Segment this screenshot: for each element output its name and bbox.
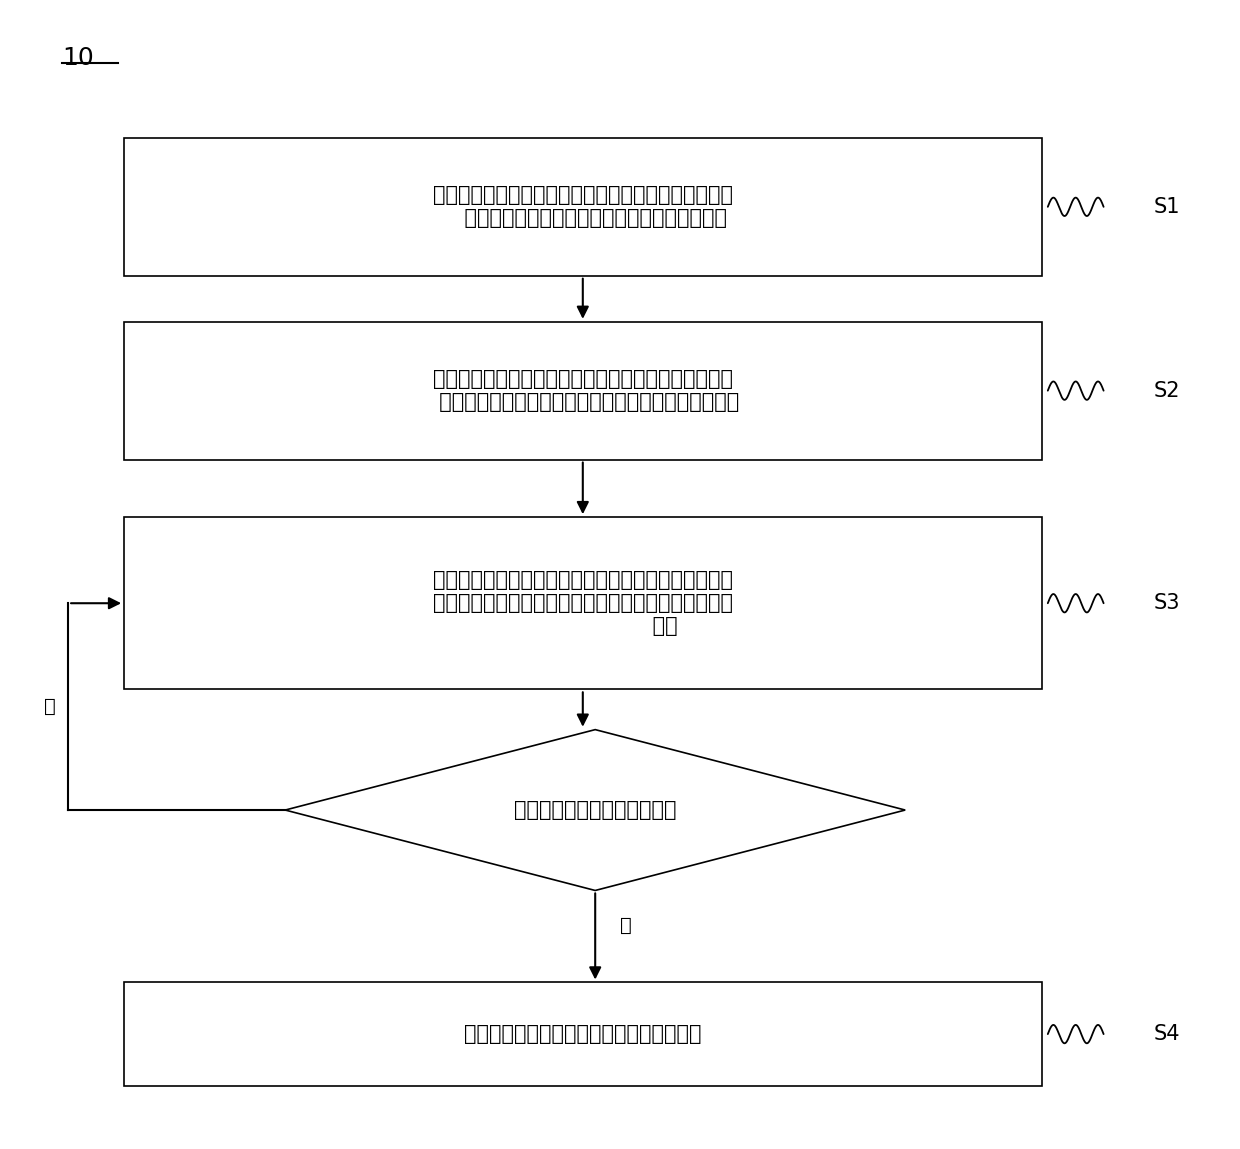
Text: 对应的喷嘴的编号作为校准喷嘴的实际编号: 对应的喷嘴的编号作为校准喷嘴的实际编号	[464, 1024, 702, 1044]
Text: 从喷墨打印头的其中一个喷嘴的预设标准坐标开始，将
实际坐标依次与各预设标准坐标进行比较，获得坐标偏
                         移量: 从喷墨打印头的其中一个喷嘴的预设标准坐标开始，将 实际坐标依次与各预设标准坐标进…	[433, 570, 733, 637]
Text: 10: 10	[62, 46, 94, 70]
Text: S1: S1	[1153, 196, 1179, 217]
Text: S3: S3	[1153, 593, 1179, 614]
Text: 否: 否	[45, 697, 56, 716]
Bar	[124, 517, 1042, 689]
Text: 从喷墨打印头的多个喷嘴中选取预设数量的喷嘴进行喷
    墨测试，获取该预设数量的喷嘴喷墨的墨滴图像: 从喷墨打印头的多个喷嘴中选取预设数量的喷嘴进行喷 墨测试，获取该预设数量的喷嘴喷…	[433, 185, 733, 229]
Text: S2: S2	[1153, 380, 1179, 401]
Bar	[124, 982, 1042, 1086]
Text: 是否满足预设偏移量阈值要求: 是否满足预设偏移量阈值要求	[513, 800, 677, 820]
Text: 是: 是	[620, 916, 632, 934]
Polygon shape	[285, 730, 905, 890]
Bar	[124, 138, 1042, 276]
Bar	[124, 322, 1042, 460]
Text: 从墨滴图像中选取一个墨滴作为校准墨滴，将该校准墨
  滴对应的喷嘴作为校准喷嘴，获取校准喷嘴的实际坐标: 从墨滴图像中选取一个墨滴作为校准墨滴，将该校准墨 滴对应的喷嘴作为校准喷嘴，获取…	[427, 369, 739, 412]
Text: S4: S4	[1153, 1024, 1179, 1044]
